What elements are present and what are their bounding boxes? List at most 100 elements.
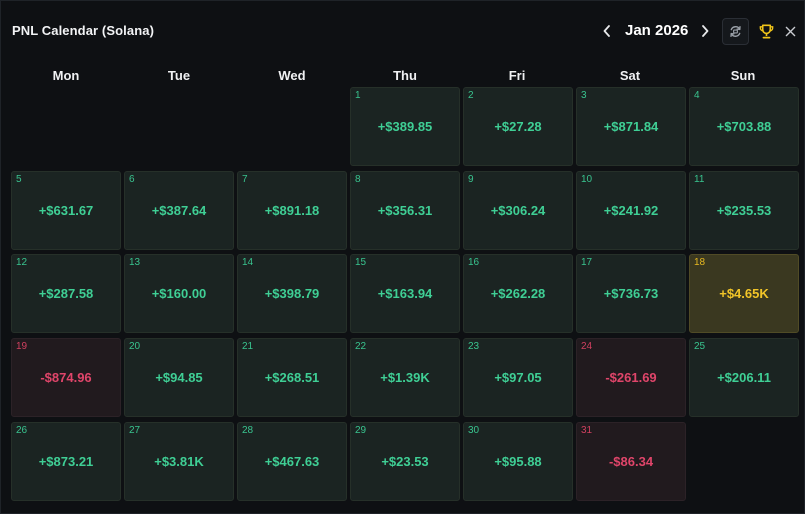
day-cell[interactable]: 24 -$261.69 — [576, 338, 686, 417]
day-number: 6 — [129, 174, 135, 185]
chevron-right-icon — [702, 25, 709, 37]
day-cell[interactable]: 20 +$94.85 — [124, 338, 234, 417]
day-cell[interactable]: 18 +$4.65K — [689, 254, 799, 333]
day-pnl-value: +$891.18 — [264, 203, 320, 218]
day-cell[interactable]: 28 +$467.63 — [237, 422, 347, 501]
day-pnl-value: +$241.92 — [603, 203, 659, 218]
day-pnl-value: +$268.51 — [264, 370, 320, 385]
day-cell[interactable]: 22 +$1.39K — [350, 338, 460, 417]
weekday-mon: Mon — [52, 68, 80, 83]
day-cell[interactable]: 17 +$736.73 — [576, 254, 686, 333]
day-number: 28 — [242, 425, 254, 436]
day-cell[interactable]: 6 +$387.64 — [124, 171, 234, 250]
panel-title: PNL Calendar (Solana) — [12, 23, 155, 38]
day-cell[interactable]: 12 +$287.58 — [11, 254, 121, 333]
next-month-button[interactable] — [697, 21, 713, 41]
prev-month-button[interactable] — [599, 21, 615, 41]
weekday-wed: Wed — [278, 68, 306, 83]
day-number: 9 — [468, 174, 474, 185]
day-cell[interactable]: 25 +$206.11 — [689, 338, 799, 417]
day-number: 22 — [355, 341, 367, 352]
day-number: 7 — [242, 174, 248, 185]
day-pnl-value: -$86.34 — [608, 454, 654, 469]
day-number: 4 — [694, 90, 700, 101]
day-cell[interactable]: 5 +$631.67 — [11, 171, 121, 250]
day-cell[interactable]: 30 +$95.88 — [463, 422, 573, 501]
day-cell[interactable]: 11 +$235.53 — [689, 171, 799, 250]
day-pnl-value: +$398.79 — [264, 286, 320, 301]
day-cell[interactable]: 3 +$871.84 — [576, 87, 686, 166]
day-pnl-value: +$23.53 — [381, 454, 429, 469]
day-number: 3 — [581, 90, 587, 101]
day-pnl-value: +$387.64 — [151, 203, 207, 218]
day-cell[interactable]: 31 -$86.34 — [576, 422, 686, 501]
day-pnl-value: +$873.21 — [38, 454, 94, 469]
day-number: 13 — [129, 257, 141, 268]
day-cell[interactable]: 29 +$23.53 — [350, 422, 460, 501]
day-cell[interactable]: 19 -$874.96 — [11, 338, 121, 417]
day-pnl-value: +$287.58 — [38, 286, 94, 301]
day-cell[interactable]: 21 +$268.51 — [237, 338, 347, 417]
day-pnl-value: +$1.39K — [380, 370, 430, 385]
day-number: 16 — [468, 257, 480, 268]
day-number: 15 — [355, 257, 367, 268]
day-number: 24 — [581, 341, 593, 352]
day-number: 29 — [355, 425, 367, 436]
day-number: 31 — [581, 425, 593, 436]
day-number: 26 — [16, 425, 28, 436]
day-pnl-value: +$389.85 — [377, 119, 433, 134]
day-number: 23 — [468, 341, 480, 352]
day-cell[interactable]: 27 +$3.81K — [124, 422, 234, 501]
day-cell[interactable]: 13 +$160.00 — [124, 254, 234, 333]
day-number: 21 — [242, 341, 254, 352]
day-pnl-value: +$95.88 — [494, 454, 542, 469]
refresh-icon — [730, 25, 741, 38]
day-pnl-value: +$736.73 — [603, 286, 659, 301]
day-number: 14 — [242, 257, 254, 268]
day-pnl-value: +$206.11 — [717, 370, 771, 385]
weekday-thu: Thu — [393, 68, 417, 83]
day-pnl-value: +$356.31 — [377, 203, 433, 218]
day-cell[interactable]: 2 +$27.28 — [463, 87, 573, 166]
day-pnl-value: +$262.28 — [490, 286, 546, 301]
day-pnl-value: +$703.88 — [716, 119, 772, 134]
day-cell[interactable]: 23 +$97.05 — [463, 338, 573, 417]
day-pnl-value: +$3.81K — [154, 454, 204, 469]
day-cell[interactable]: 8 +$356.31 — [350, 171, 460, 250]
refresh-button[interactable] — [722, 18, 749, 45]
day-number: 30 — [468, 425, 480, 436]
trophy-button[interactable] — [756, 21, 776, 41]
day-number: 19 — [16, 341, 28, 352]
day-pnl-value: +$4.65K — [719, 286, 769, 301]
day-pnl-value: +$94.85 — [155, 370, 203, 385]
day-cell[interactable]: 16 +$262.28 — [463, 254, 573, 333]
day-cell[interactable]: 7 +$891.18 — [237, 171, 347, 250]
day-number: 27 — [129, 425, 141, 436]
close-icon — [785, 26, 795, 36]
day-pnl-value: +$306.24 — [490, 203, 546, 218]
day-number: 25 — [694, 341, 706, 352]
day-cell[interactable]: 9 +$306.24 — [463, 171, 573, 250]
day-number: 2 — [468, 90, 474, 101]
day-pnl-value: +$97.05 — [494, 370, 542, 385]
day-number: 18 — [694, 257, 706, 268]
day-number: 10 — [581, 174, 593, 185]
chevron-left-icon — [603, 25, 610, 37]
day-cell[interactable]: 15 +$163.94 — [350, 254, 460, 333]
day-number: 5 — [16, 174, 22, 185]
weekday-tue: Tue — [167, 68, 191, 83]
day-cell[interactable]: 14 +$398.79 — [237, 254, 347, 333]
weekday-sun: Sun — [730, 68, 756, 83]
month-label: Jan 2026 — [625, 22, 689, 39]
trophy-icon — [759, 24, 773, 38]
day-number: 17 — [581, 257, 593, 268]
day-cell[interactable]: 26 +$873.21 — [11, 422, 121, 501]
day-number: 1 — [355, 90, 361, 101]
day-cell[interactable]: 4 +$703.88 — [689, 87, 799, 166]
day-pnl-value: +$871.84 — [603, 119, 659, 134]
day-cell[interactable]: 1 +$389.85 — [350, 87, 460, 166]
day-pnl-value: +$467.63 — [264, 454, 320, 469]
day-pnl-value: +$160.00 — [151, 286, 207, 301]
day-cell[interactable]: 10 +$241.92 — [576, 171, 686, 250]
close-button[interactable] — [781, 22, 799, 40]
